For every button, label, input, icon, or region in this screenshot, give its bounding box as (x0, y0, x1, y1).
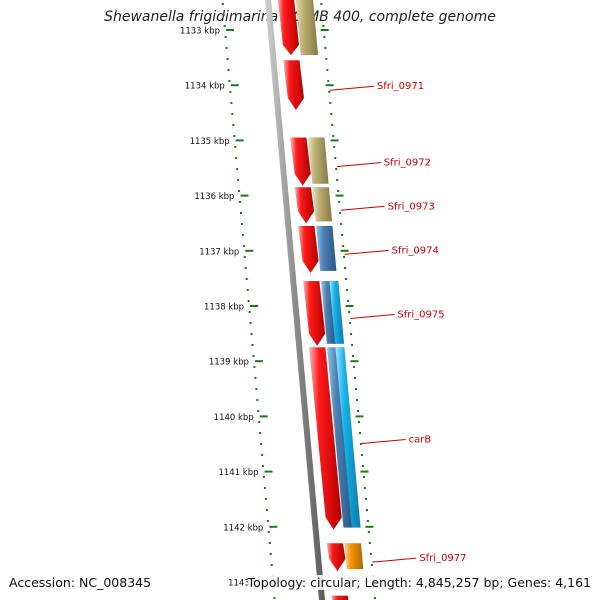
gene-arrow-sfri_0971 (283, 60, 305, 111)
gene-leader-line (344, 249, 389, 255)
gene-arrow-sfri_0973 (294, 187, 315, 224)
tick-label: 1134 kbp (185, 82, 225, 92)
gene-label-carb: carB (409, 434, 432, 445)
tick-label: 1137 kbp (199, 247, 239, 257)
gene-arrow (277, 0, 300, 56)
gene-arrow-sfri_0977 (326, 543, 346, 572)
cds-feature-sfri_0975 (329, 280, 345, 344)
cds-feature-sfri_0972 (308, 137, 329, 184)
cds-feature-sfri_0974 (316, 225, 337, 272)
gene-arrow-sfri_0974 (298, 225, 319, 274)
tick-label: 1135 kbp (190, 137, 230, 147)
gene-leader-line (372, 557, 417, 563)
gene-label-sfri_0974: Sfri_0974 (392, 245, 439, 256)
tick-label: 1139 kbp (209, 358, 249, 368)
tick-label: 1140 kbp (214, 413, 254, 423)
cds-feature-sfri_0973 (312, 187, 333, 222)
gene-arrow-sfri_0972 (290, 137, 311, 187)
gene-leader-line (350, 313, 395, 319)
tick-label: 1136 kbp (194, 192, 234, 202)
genome-backbone (265, 0, 325, 600)
gene-label-sfri_0972: Sfri_0972 (384, 158, 431, 169)
tick-label: 1141 kbp (218, 468, 258, 478)
gene-leader-line (340, 205, 385, 211)
cds-feature-carb (334, 347, 361, 528)
gene-label-sfri_0975: Sfri_0975 (397, 309, 444, 320)
gene-label-sfri_0977: Sfri_0977 (419, 553, 466, 564)
tick-label: 1142 kbp (223, 523, 263, 533)
cds-feature (295, 0, 319, 56)
gene-leader-line (336, 162, 381, 168)
tick-label: 1133 kbp (180, 27, 220, 37)
cds-feature-sfri_0977 (344, 543, 364, 570)
gene-label-sfri_0973: Sfri_0973 (388, 201, 435, 212)
gene-label-sfri_0971: Sfri_0971 (377, 81, 424, 92)
genome-summary: Topology: circular; Length: 4,845,257 bp… (247, 575, 591, 590)
tick-label: 1138 kbp (204, 303, 244, 313)
gene-arrow-sfri_0975 (303, 280, 326, 347)
gene-leader-line (361, 438, 406, 444)
gene-arrow-carb (308, 347, 342, 531)
gene-arrow (331, 595, 349, 600)
gene-leader-line (329, 85, 374, 91)
accession-label: Accession: NC_008345 (9, 575, 152, 590)
